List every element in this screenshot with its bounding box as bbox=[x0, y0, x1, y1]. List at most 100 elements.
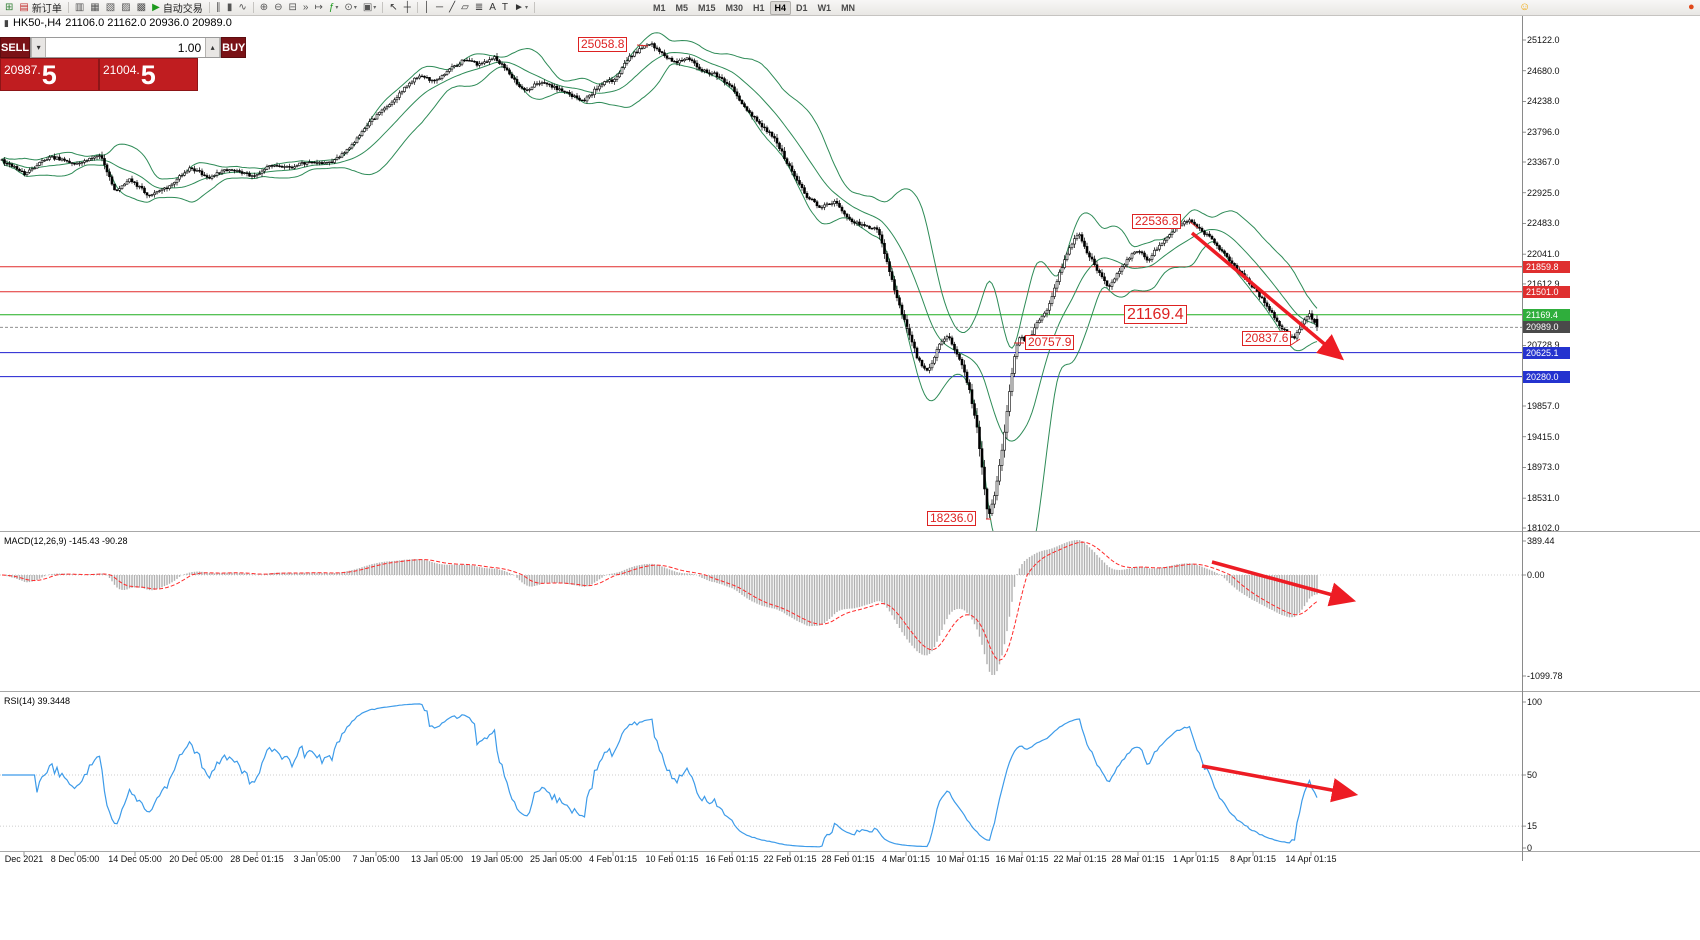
navigator-button[interactable]: ▧ bbox=[103, 0, 118, 15]
cursor-button[interactable]: ↖ bbox=[386, 0, 400, 15]
price-callout-label[interactable]: 22536.8 bbox=[1132, 214, 1182, 229]
toolbar: ⊞ ▤ 新订单 ▥ ▦ ▧ ▨ ▩ ▶ 自动交易 ∥ ▮ ∿ ⊕ ⊖ ⊟» ↦ ƒ ▾ ⊙ ▾ ▣ ▾ ↖ ┼ │ ─ ╱ ▱ ≣ A T ► ▾… bbox=[0, 0, 1700, 16]
fibonacci-button[interactable]: ≣ bbox=[472, 0, 486, 15]
bollinger-middle-band bbox=[1, 51, 1318, 442]
symbol-period-label: HK50-,H4 bbox=[12, 17, 62, 29]
price-callout-label[interactable]: 25058.8 bbox=[578, 37, 628, 52]
cursor-icon: ↖ bbox=[389, 2, 398, 13]
macd-panel bbox=[0, 540, 1522, 675]
timeframe-h4[interactable]: H4 bbox=[769, 0, 792, 15]
toolbar-separator bbox=[416, 2, 418, 13]
buy-price-panel[interactable]: 21004. 5 bbox=[99, 58, 198, 91]
terminal-button[interactable]: ▨ bbox=[118, 0, 133, 15]
trendline-button[interactable]: ╱ bbox=[446, 0, 458, 15]
templates-button[interactable]: ▣ ▾ bbox=[360, 0, 379, 15]
new-chart-icon: ⊞ bbox=[5, 2, 14, 13]
new-order-button[interactable]: ▤ 新订单 bbox=[16, 0, 64, 15]
candlestick-chart-button[interactable]: ▮ bbox=[224, 0, 236, 15]
text-label-icon: T bbox=[501, 2, 509, 13]
timeframe-m1[interactable]: M1 bbox=[652, 2, 666, 13]
chart-icon: ▮ bbox=[4, 17, 9, 28]
crosshair-button[interactable]: ┼ bbox=[401, 0, 414, 15]
dropdown-arrow-icon: ▾ bbox=[373, 5, 377, 11]
timeframe-w1[interactable]: W1 bbox=[817, 2, 832, 13]
channel-button[interactable]: ▱ bbox=[458, 0, 472, 15]
horizontal-lines[interactable] bbox=[0, 266, 1522, 378]
horizontal-line-icon: ─ bbox=[436, 2, 444, 13]
dropdown-arrow-icon: ▾ bbox=[353, 5, 357, 11]
toolbar-separator bbox=[382, 2, 384, 13]
auto-scroll-button[interactable]: » bbox=[300, 0, 312, 15]
sell-button[interactable]: SELL bbox=[0, 37, 31, 58]
periods-button[interactable]: ⊙ ▾ bbox=[341, 0, 359, 15]
one-click-trading-panel: SELL ▾ ▴ BUY 20987. 5 21004. 5 bbox=[0, 37, 247, 91]
indicators-button[interactable]: ƒ ▾ bbox=[326, 0, 342, 15]
toolbar-separator bbox=[208, 2, 210, 13]
volume-control: ▾ ▴ bbox=[30, 37, 222, 58]
fibonacci-icon: ≣ bbox=[474, 2, 484, 13]
zoom-out-button[interactable]: ⊖ bbox=[271, 0, 285, 15]
text-label-button[interactable]: T bbox=[499, 0, 511, 15]
vertical-line-icon: │ bbox=[423, 2, 431, 13]
buy-button[interactable]: BUY bbox=[221, 37, 247, 58]
volume-decrease-button[interactable]: ▾ bbox=[31, 38, 47, 57]
data-window-icon: ▦ bbox=[90, 2, 100, 13]
navigator-icon: ▧ bbox=[105, 2, 116, 13]
timeframe-m15[interactable]: M15 bbox=[697, 2, 716, 13]
trendline-icon: ╱ bbox=[449, 2, 456, 13]
buy-price-main: 21004. bbox=[103, 63, 140, 77]
smiley-icon[interactable]: ☺ bbox=[1519, 1, 1531, 13]
dropdown-arrow-icon: ▾ bbox=[335, 5, 339, 11]
price-callout-label[interactable]: 20837.6 bbox=[1242, 331, 1292, 346]
chart-title: ▮ HK50-,H4 21106.0 21162.0 20936.0 20989… bbox=[4, 17, 232, 29]
buy-price-fraction: 5 bbox=[140, 60, 156, 90]
toolbar-separator bbox=[533, 2, 535, 13]
templates-icon: ▣ bbox=[362, 2, 373, 13]
zoom-out-icon: ⊖ bbox=[274, 2, 283, 13]
chart-shift-button[interactable]: ↦ bbox=[311, 0, 325, 15]
macd-histogram bbox=[3, 540, 1318, 675]
volume-increase-button[interactable]: ▴ bbox=[205, 38, 221, 57]
bar-chart-button[interactable]: ∥ bbox=[213, 0, 224, 15]
bollinger-upper-band bbox=[1, 32, 1318, 349]
trend-arrow[interactable] bbox=[1190, 231, 1345, 361]
vertical-line-button[interactable]: │ bbox=[421, 0, 433, 15]
price-callout-label[interactable]: 20757.9 bbox=[1025, 335, 1075, 350]
market-watch-button[interactable]: ▥ bbox=[72, 0, 87, 15]
sell-price-panel[interactable]: 20987. 5 bbox=[0, 58, 99, 91]
macd-signal-line bbox=[1, 541, 1318, 661]
line-chart-button[interactable]: ∿ bbox=[235, 0, 249, 15]
trend-arrow[interactable] bbox=[1211, 560, 1357, 607]
new-chart-button[interactable]: ⊞ bbox=[2, 0, 16, 15]
data-window-button[interactable]: ▦ bbox=[87, 0, 102, 15]
timeframe-m5[interactable]: M5 bbox=[675, 2, 688, 13]
auto-scroll-icon: » bbox=[302, 2, 309, 13]
arrows-button[interactable]: ► ▾ bbox=[511, 0, 531, 15]
text-button[interactable]: A bbox=[486, 0, 499, 15]
tile-windows-button[interactable]: ⊟ bbox=[286, 0, 300, 15]
timeframe-d1[interactable]: D1 bbox=[796, 2, 808, 13]
auto-trading-button[interactable]: ▶ 自动交易 bbox=[149, 0, 206, 15]
channel-icon: ▱ bbox=[461, 2, 469, 13]
timeframe-mn[interactable]: MN bbox=[841, 2, 856, 13]
status-dot-icon[interactable]: ● bbox=[1688, 1, 1695, 13]
timeframe-h1[interactable]: H1 bbox=[753, 2, 765, 13]
candlestick-chart-icon: ▮ bbox=[226, 2, 233, 13]
strategy-tester-button[interactable]: ▩ bbox=[134, 0, 149, 15]
auto-trading-button-label: 自动交易 bbox=[162, 4, 203, 15]
market-watch-icon: ▥ bbox=[74, 2, 85, 13]
strategy-tester-icon: ▩ bbox=[136, 2, 147, 13]
arrows-icon: ► bbox=[514, 2, 524, 13]
main-chart bbox=[0, 32, 1319, 531]
rsi-panel bbox=[0, 703, 1522, 848]
volume-input[interactable] bbox=[46, 38, 206, 57]
zoom-in-button[interactable]: ⊕ bbox=[257, 0, 271, 15]
price-callout-label[interactable]: 21169.4 bbox=[1124, 305, 1187, 324]
timeframe-m30[interactable]: M30 bbox=[725, 2, 744, 13]
price-callout-label[interactable]: 18236.0 bbox=[927, 511, 977, 526]
toolbar-separator bbox=[252, 2, 254, 13]
trend-arrow[interactable] bbox=[1201, 764, 1359, 803]
horizontal-line-button[interactable]: ─ bbox=[433, 0, 446, 15]
